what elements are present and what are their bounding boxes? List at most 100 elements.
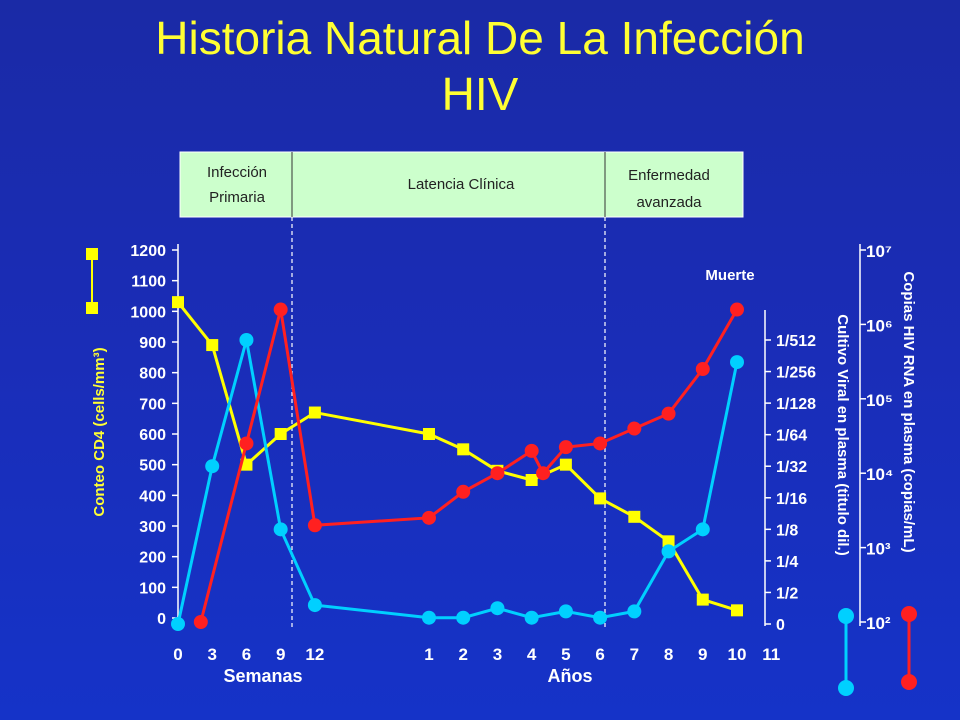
legend-culture-circle — [838, 608, 854, 696]
series-point-1 — [730, 355, 744, 370]
left-tick-label: 900 — [139, 335, 166, 352]
left-tick-label: 600 — [139, 427, 166, 444]
legend-cd4-square — [86, 248, 98, 314]
right-axis-ticks: 10² 10³ 10⁴ 10⁵ 10⁶ 10⁷ — [860, 242, 893, 633]
x-label-weeks: Semanas — [223, 666, 302, 686]
series-point-0 — [731, 604, 743, 617]
phase-primary-label-2: Primaria — [209, 189, 265, 206]
slide-title-line2: HIV — [441, 68, 519, 120]
x-tick-label: 2 — [458, 645, 467, 664]
series-point-2 — [421, 510, 436, 525]
series-point-2 — [695, 362, 710, 377]
series-point-0 — [240, 458, 253, 471]
left-tick-label: 1000 — [130, 304, 166, 321]
mid-tick-label: 0 — [776, 617, 785, 634]
series-point-0 — [457, 443, 470, 456]
mid-tick-label: 1/32 — [776, 459, 807, 476]
series-point-2 — [193, 615, 208, 629]
series-point-2 — [239, 436, 254, 451]
right-tick-label: 10⁶ — [866, 316, 893, 335]
series-point-1 — [627, 604, 642, 619]
series-point-0 — [594, 492, 607, 505]
left-tick-label: 100 — [139, 580, 166, 597]
left-tick-label: 800 — [139, 366, 166, 383]
x-axis-ticks: 0 3 6 9 12 1 2 3 4 5 6 7 8 9 10 11 — [173, 645, 780, 664]
right-tick-label: 10² — [866, 614, 891, 633]
series-point-0 — [274, 428, 287, 440]
series-point-2 — [593, 436, 608, 451]
series-layer — [171, 296, 744, 631]
x-tick-label: 5 — [561, 645, 570, 664]
series-point-2 — [661, 406, 676, 421]
phase-box-latency — [291, 151, 606, 218]
right-tick-label: 10³ — [866, 540, 891, 559]
x-tick-label: 7 — [630, 645, 639, 664]
left-axis-ticks: 0 100 200 300 400 500 600 700 800 900 1000 1100 1200 — [130, 243, 178, 628]
series-line-0 — [176, 301, 738, 612]
mid-tick-label: 1/16 — [776, 491, 807, 508]
mid-tick-label: 1/512 — [776, 333, 816, 350]
series-point-0 — [559, 458, 572, 471]
left-tick-label: 700 — [139, 396, 166, 413]
right-tick-label: 10⁵ — [866, 391, 893, 410]
x-tick-label: 9 — [698, 645, 707, 664]
x-tick-label: 8 — [664, 645, 673, 664]
x-tick-label: 12 — [305, 645, 324, 664]
left-tick-label: 400 — [139, 488, 166, 505]
slide-title: Historia Natural De La Infección HIV — [0, 10, 960, 122]
series-point-1 — [490, 601, 505, 616]
phase-box-primary — [179, 151, 293, 218]
y-right-label: Copias HIV RNA en plasma (copias/mL) — [900, 271, 917, 552]
right-tick-label: 10⁴ — [866, 465, 893, 484]
mid-axis-ticks: 0 1/2 1/4 1/8 1/16 1/32 1/64 1/128 1/256 1/512 — [765, 333, 816, 634]
series-point-2 — [558, 440, 573, 455]
left-tick-label: 0 — [157, 611, 166, 628]
series-point-1 — [273, 522, 288, 537]
x-tick-label: 6 — [595, 645, 604, 664]
series-point-2 — [307, 518, 322, 533]
mid-tick-label: 1/4 — [776, 554, 798, 571]
series-point-2 — [627, 421, 642, 436]
series-point-2 — [524, 443, 539, 458]
phase-primary-label-1: Infección — [207, 164, 267, 181]
x-tick-label: 3 — [207, 645, 216, 664]
legend-rna-circle — [901, 606, 917, 690]
series-point-1 — [695, 522, 710, 537]
series-point-1 — [593, 610, 608, 625]
y-left-label: Conteo CD4 (cells/mm³) — [91, 347, 108, 516]
y-mid-label: Cultivo Viral en plasma (titulo dil.) — [834, 314, 851, 555]
mid-tick-label: 1/2 — [776, 585, 798, 602]
x-tick-label: 9 — [276, 645, 285, 664]
x-tick-label: 11 — [762, 645, 780, 664]
x-tick-label: 4 — [527, 645, 537, 664]
series-point-0 — [525, 474, 538, 486]
x-tick-label: 1 — [424, 645, 433, 664]
mid-tick-label: 1/64 — [776, 428, 807, 445]
series-point-0 — [696, 593, 709, 606]
phase-advanced-label-1: Enfermedad — [628, 167, 710, 184]
left-tick-label: 300 — [139, 519, 166, 536]
series-point-0 — [172, 296, 184, 309]
right-tick-label: 10⁷ — [866, 242, 892, 261]
left-tick-label: 500 — [139, 458, 166, 475]
series-point-2 — [536, 466, 551, 481]
series-point-1 — [558, 604, 573, 619]
series-point-1 — [456, 610, 471, 625]
left-tick-label: 200 — [139, 550, 166, 567]
annotation-death: Muerte — [705, 267, 754, 284]
x-tick-label: 6 — [242, 645, 251, 664]
mid-tick-label: 1/128 — [776, 396, 816, 413]
phase-latency-label: Latencia Clínica — [408, 176, 515, 193]
slide-title-line1: Historia Natural De La Infección — [155, 12, 805, 64]
series-point-2 — [730, 302, 744, 317]
series-point-1 — [524, 610, 539, 625]
x-tick-label: 0 — [173, 645, 182, 664]
series-point-0 — [662, 535, 675, 548]
x-label-years: Años — [548, 666, 593, 686]
left-tick-label: 1100 — [131, 274, 166, 291]
series-point-0 — [308, 406, 321, 419]
x-tick-label: 3 — [493, 645, 502, 664]
series-point-0 — [628, 510, 641, 523]
series-point-1 — [421, 610, 436, 625]
left-tick-label: 1200 — [130, 243, 166, 260]
